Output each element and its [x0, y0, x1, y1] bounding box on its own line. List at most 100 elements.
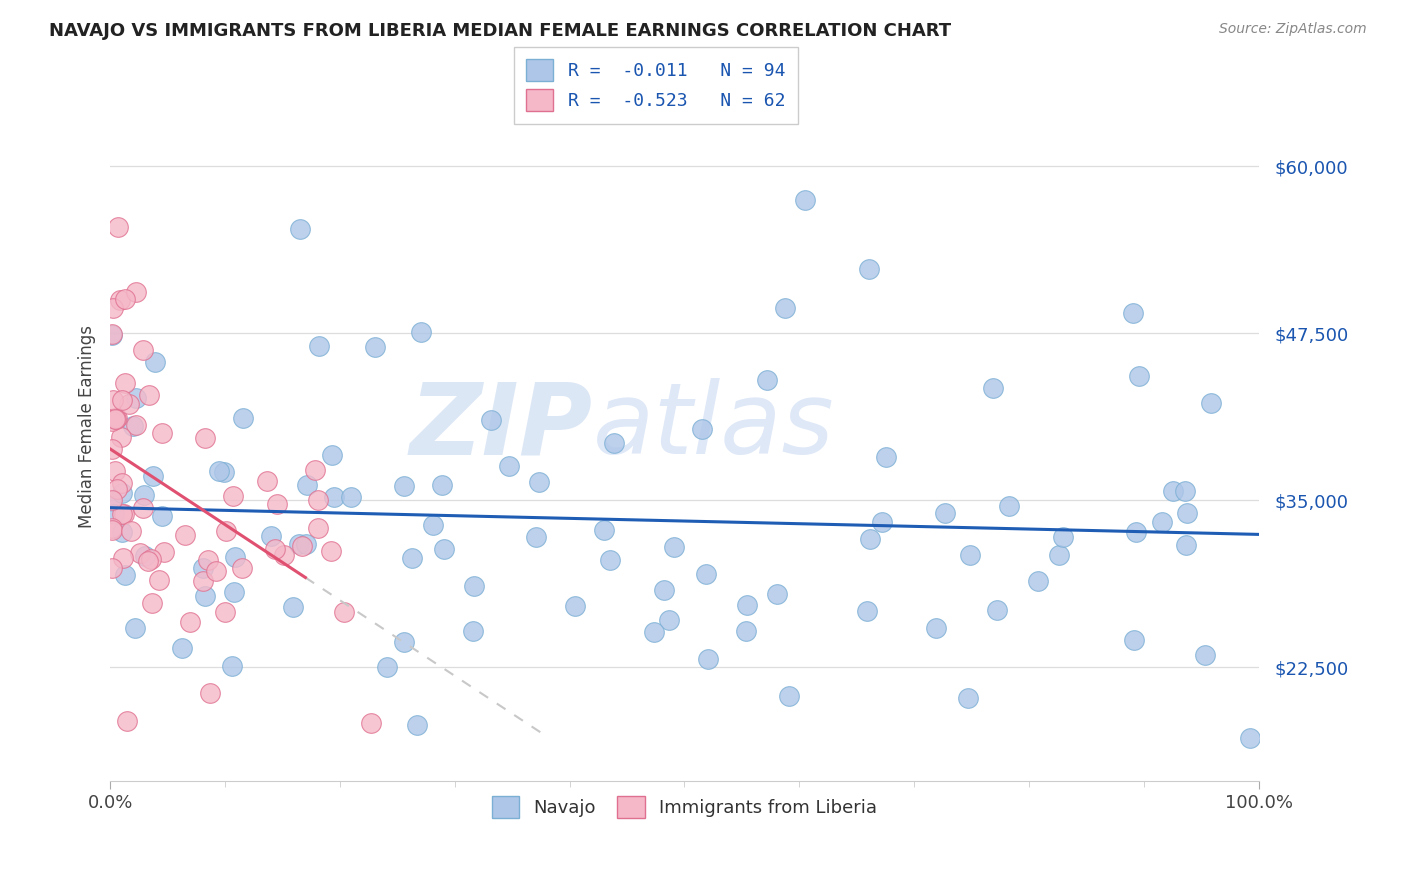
Point [307, 521, 329, 535]
Point [858, 499, 880, 513]
Point [599, 603, 621, 617]
Point [479, 420, 502, 434]
Point [191, 481, 214, 495]
Point [101, 521, 124, 535]
Point [652, 329, 675, 343]
Point [755, 539, 778, 553]
Text: atlas: atlas [592, 378, 834, 475]
Point [422, 642, 444, 657]
Point [191, 574, 214, 589]
Point [263, 541, 285, 556]
Point [319, 544, 342, 558]
Point [179, 615, 201, 629]
Point [231, 560, 253, 574]
Point [295, 477, 318, 491]
Point [394, 689, 416, 703]
Point [332, 605, 354, 619]
Point [125, 285, 148, 299]
Point [498, 542, 520, 557]
Point [194, 431, 217, 445]
Point [260, 552, 283, 566]
Point [105, 482, 128, 496]
Point [870, 497, 893, 511]
Point [339, 504, 361, 518]
Point [143, 658, 166, 673]
Point [214, 524, 236, 538]
Point [114, 292, 136, 306]
Point [321, 490, 343, 504]
Point [218, 434, 240, 449]
Point [224, 611, 246, 625]
Point [695, 466, 717, 480]
Point [859, 262, 882, 277]
Point [141, 596, 163, 610]
Point [101, 393, 124, 408]
Point [107, 219, 129, 234]
Point [111, 476, 134, 491]
Point [592, 601, 614, 615]
Point [105, 411, 128, 425]
Point [794, 193, 817, 207]
Point [150, 425, 173, 440]
Point [125, 418, 148, 433]
Point [101, 327, 124, 342]
Point [200, 686, 222, 700]
Point [111, 392, 134, 407]
Point [104, 411, 127, 425]
Point [643, 601, 665, 615]
Point [925, 624, 948, 638]
Point [603, 514, 626, 528]
Point [433, 459, 456, 474]
Point [132, 343, 155, 357]
Point [1199, 731, 1222, 745]
Point [564, 547, 586, 561]
Point [529, 569, 551, 583]
Point [998, 530, 1021, 544]
Point [766, 647, 789, 661]
Point [1175, 638, 1198, 652]
Point [104, 465, 127, 479]
Point [1128, 625, 1150, 640]
Point [111, 551, 134, 566]
Point [323, 513, 346, 527]
Point [138, 388, 160, 402]
Point [697, 625, 720, 640]
Point [125, 488, 148, 502]
Point [1028, 450, 1050, 465]
Point [232, 550, 254, 565]
Point [101, 442, 124, 456]
Point [214, 355, 236, 369]
Point [1239, 588, 1261, 602]
Point [1174, 622, 1197, 636]
Point [150, 528, 173, 542]
Point [103, 339, 125, 353]
Point [194, 490, 217, 504]
Point [266, 497, 288, 511]
Point [401, 549, 423, 564]
Point [101, 523, 124, 537]
Point [197, 553, 219, 567]
Point [392, 582, 415, 597]
Point [132, 577, 155, 591]
Point [737, 368, 759, 382]
Point [1194, 381, 1216, 395]
Point [463, 325, 485, 339]
Text: Source: ZipAtlas.com: Source: ZipAtlas.com [1219, 22, 1367, 37]
Point [172, 534, 194, 549]
Point [105, 412, 128, 426]
Point [304, 463, 326, 477]
Point [273, 548, 295, 562]
Point [1122, 305, 1144, 319]
Point [214, 606, 236, 620]
Point [101, 493, 124, 508]
Point [363, 590, 385, 604]
Point [101, 521, 124, 535]
Point [856, 511, 879, 525]
Point [778, 412, 800, 426]
Point [1175, 690, 1198, 705]
Point [1123, 394, 1146, 409]
Point [100, 478, 122, 492]
Point [205, 565, 228, 579]
Point [959, 720, 981, 734]
Point [114, 376, 136, 391]
